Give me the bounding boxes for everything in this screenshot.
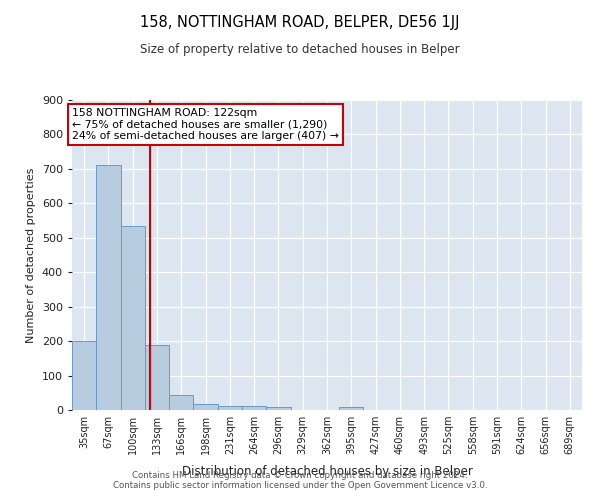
X-axis label: Distribution of detached houses by size in Belper: Distribution of detached houses by size …: [182, 466, 472, 478]
Bar: [121, 226, 145, 410]
Bar: [339, 407, 364, 410]
Text: 158, NOTTINGHAM ROAD, BELPER, DE56 1JJ: 158, NOTTINGHAM ROAD, BELPER, DE56 1JJ: [140, 15, 460, 30]
Bar: [218, 406, 242, 410]
Bar: [145, 344, 169, 410]
Text: Size of property relative to detached houses in Belper: Size of property relative to detached ho…: [140, 42, 460, 56]
Bar: [96, 166, 121, 410]
Y-axis label: Number of detached properties: Number of detached properties: [26, 168, 36, 342]
Bar: [72, 341, 96, 410]
Text: 158 NOTTINGHAM ROAD: 122sqm
← 75% of detached houses are smaller (1,290)
24% of : 158 NOTTINGHAM ROAD: 122sqm ← 75% of det…: [72, 108, 339, 141]
Bar: [169, 394, 193, 410]
Bar: [193, 404, 218, 410]
Text: Contains HM Land Registry data © Crown copyright and database right 2024.
Contai: Contains HM Land Registry data © Crown c…: [113, 470, 487, 490]
Bar: [242, 406, 266, 410]
Bar: [266, 406, 290, 410]
